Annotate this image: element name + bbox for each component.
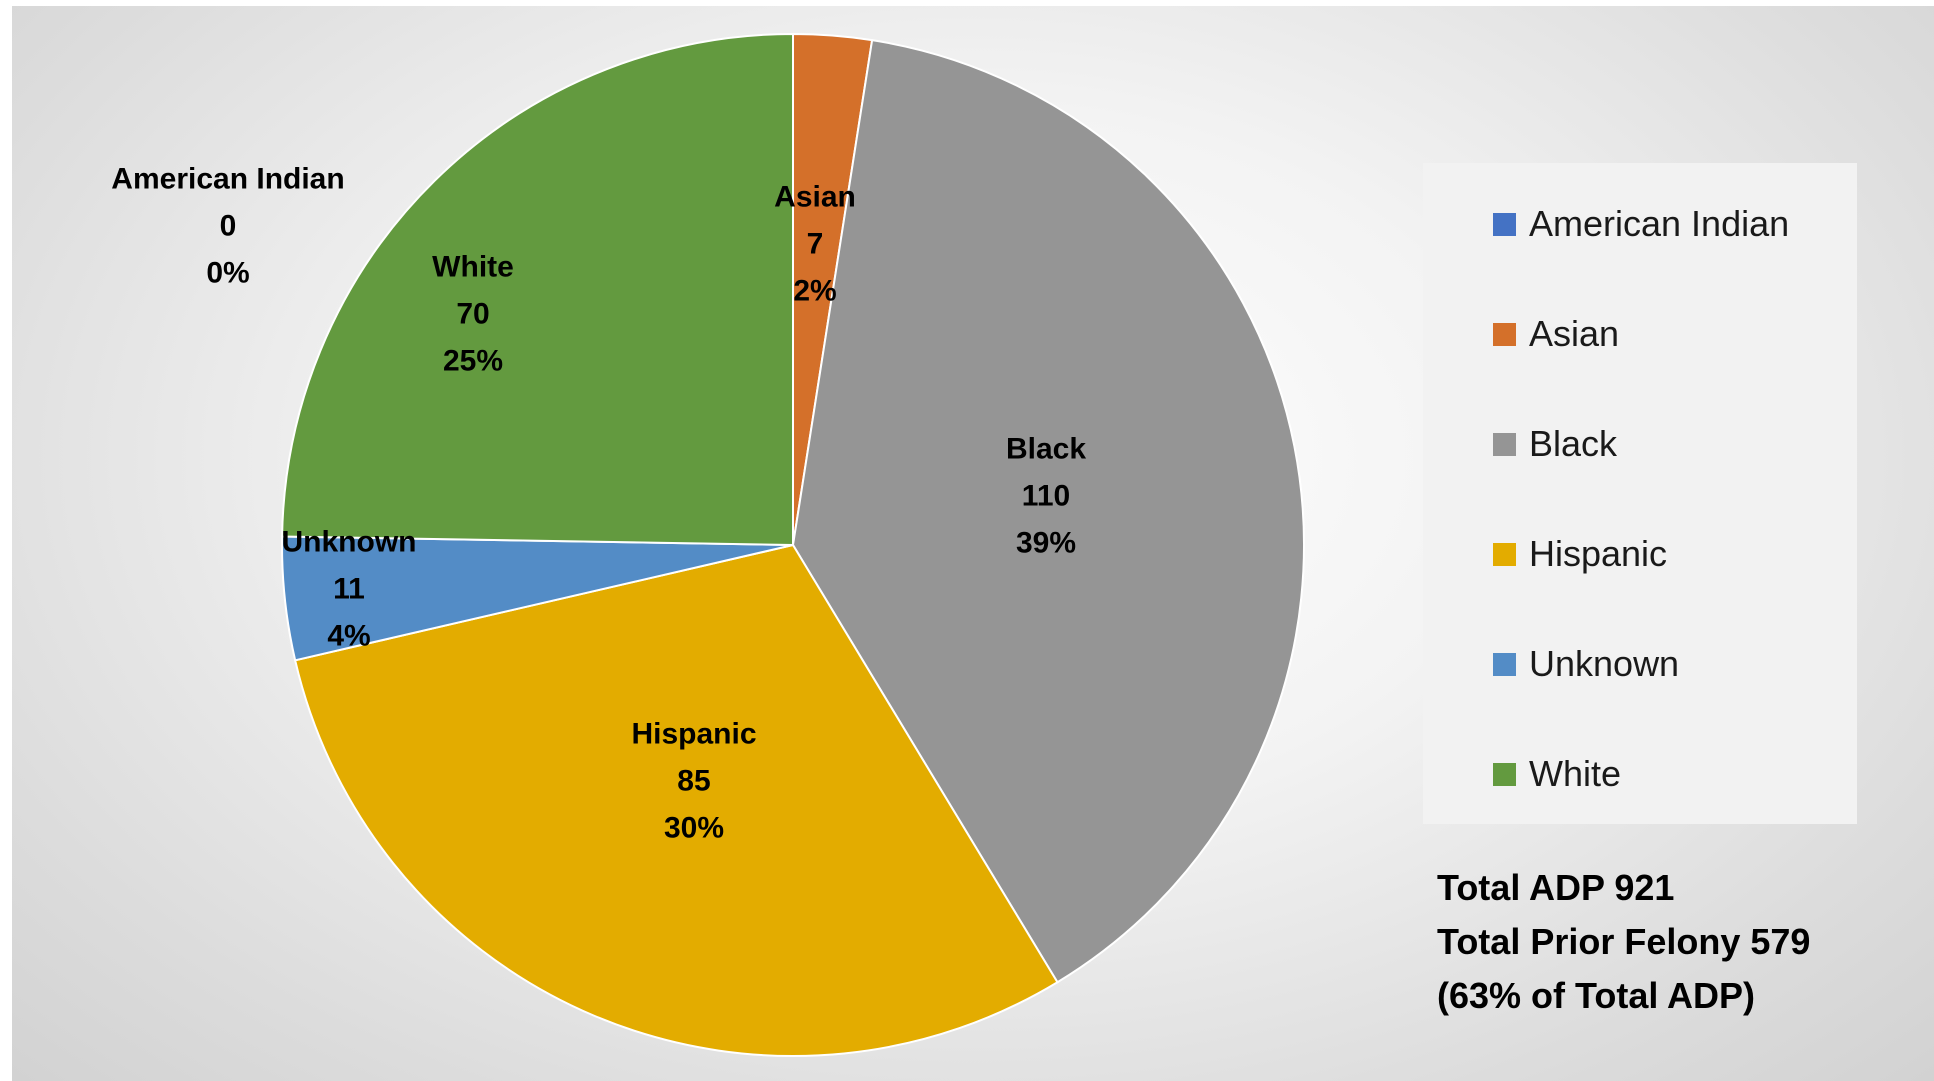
data-label-value: 85 — [677, 764, 711, 798]
data-label-percent: 0% — [206, 256, 250, 290]
data-label-unknown: Unknown 11 4% — [282, 519, 417, 660]
data-label-percent: 4% — [327, 619, 371, 653]
data-label-american-indian: American Indian 0 0% — [111, 156, 344, 297]
legend-swatch — [1493, 322, 1516, 346]
legend-label: Black — [1529, 423, 1618, 464]
chart-area: American Indian 0 0% Asian 7 2% Black 110 39% His… — [12, 6, 1934, 1081]
data-label-black: Black 110 39% — [1006, 426, 1086, 567]
data-label-name: Unknown — [281, 525, 417, 559]
data-label-name: Hispanic — [631, 717, 757, 751]
data-label-percent: 25% — [442, 344, 504, 378]
legend-swatch — [1493, 432, 1516, 456]
pie-slice-hispanic — [293, 543, 1059, 1058]
legend-swatch — [1493, 542, 1516, 566]
legend-swatch — [1493, 762, 1516, 786]
percent-of-total-text: (63% of Total ADP) — [1437, 975, 1756, 1016]
legend-item-asian: Asian — [1493, 313, 1620, 354]
legend-label: White — [1529, 753, 1622, 794]
data-label-name: Asian — [774, 180, 856, 214]
data-label-percent: 39% — [1015, 526, 1077, 560]
data-label-name: White — [432, 250, 514, 284]
legend-item-black: Black — [1493, 423, 1618, 464]
data-label-white: White 70 25% — [432, 244, 514, 385]
data-label-value: 7 — [806, 227, 824, 261]
data-label-hispanic: Hispanic 85 30% — [631, 711, 756, 852]
pie-slice-black — [791, 39, 1305, 984]
data-label-asian: Asian 7 2% — [774, 174, 856, 315]
data-label-percent: 30% — [663, 811, 725, 845]
data-label-name: Black — [1005, 432, 1087, 466]
legend-label: Asian — [1529, 313, 1620, 354]
data-label-percent: 2% — [793, 274, 837, 308]
chart-legend: American Indian Asian Black Hispanic Unknown… — [1423, 163, 1857, 824]
total-adp-text: Total ADP 921 — [1437, 867, 1675, 908]
legend-swatch — [1493, 652, 1516, 676]
legend-item-unknown: Unknown — [1493, 643, 1680, 684]
data-label-value: 70 — [456, 297, 490, 331]
data-label-value: 11 — [333, 572, 365, 606]
data-label-name: American Indian — [111, 162, 345, 196]
legend-item-white: White — [1493, 753, 1622, 794]
totals-annotation: Total ADP 921 Total Prior Felony 579 (63… — [1437, 861, 1810, 1023]
legend-item-hispanic: Hispanic — [1493, 533, 1668, 574]
legend-item-american-indian: American Indian — [1493, 203, 1790, 244]
data-label-value: 110 — [1021, 479, 1071, 513]
pie-slice-white — [281, 32, 794, 547]
legend-label: Hispanic — [1529, 533, 1668, 574]
legend-label: Unknown — [1529, 643, 1680, 684]
pie-chart — [281, 32, 1305, 1058]
total-prior-felony-text: Total Prior Felony 579 — [1437, 921, 1811, 962]
legend-swatch — [1493, 212, 1516, 236]
data-label-value: 0 — [219, 209, 237, 243]
legend-label: American Indian — [1529, 203, 1790, 244]
